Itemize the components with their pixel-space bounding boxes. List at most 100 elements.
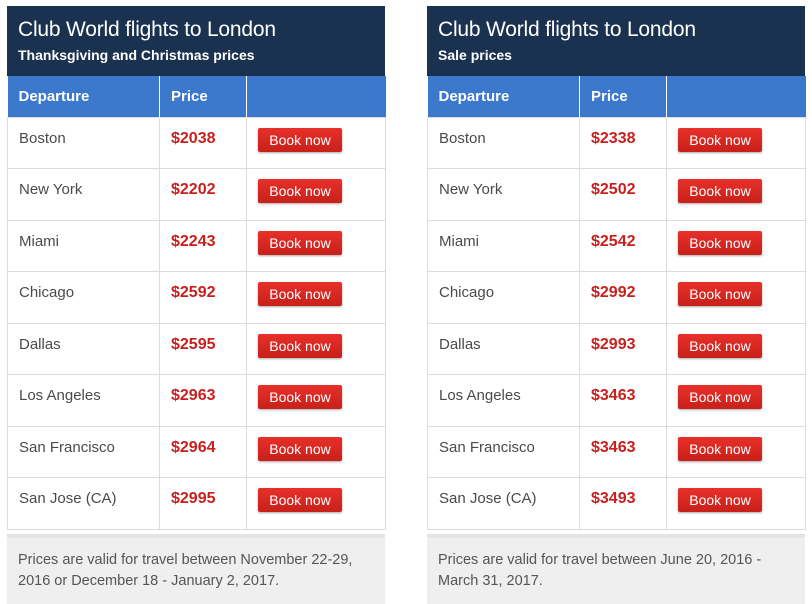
book-cell: Book now <box>666 322 806 375</box>
book-cell: Book now <box>246 168 386 221</box>
column-header-action <box>666 76 806 117</box>
departure-city: Los Angeles <box>427 374 580 427</box>
fare-table: Departure Price Boston $2338 Book now Ne… <box>427 76 806 530</box>
table-row: Los Angeles $2963 Book now <box>7 374 386 427</box>
panel-title: Club World flights to London <box>438 18 696 41</box>
departure-city: Dallas <box>427 322 580 375</box>
book-cell: Book now <box>246 374 386 427</box>
book-now-button[interactable]: Book now <box>678 436 762 461</box>
departure-city: New York <box>427 168 580 221</box>
book-cell: Book now <box>246 116 386 169</box>
panel-header: Club World flights to London Thanksgivin… <box>7 6 385 76</box>
departure-city: Boston <box>7 116 160 169</box>
book-cell: Book now <box>246 425 386 478</box>
departure-city: Chicago <box>7 271 160 324</box>
book-cell: Book now <box>666 374 806 427</box>
book-now-button[interactable]: Book now <box>678 488 762 512</box>
book-cell: Book now <box>666 168 806 221</box>
book-now-button[interactable]: Book now <box>258 179 342 203</box>
fare-price: $2502 <box>579 168 667 221</box>
book-cell: Book now <box>666 116 806 169</box>
fare-price: $2993 <box>579 322 667 375</box>
table-row: New York $2202 Book now <box>7 168 386 221</box>
column-header-price: Price <box>579 76 667 117</box>
departure-city: Chicago <box>427 271 580 324</box>
departure-city: New York <box>7 168 160 221</box>
departure-city: San Francisco <box>7 425 160 478</box>
column-header-departure: Departure <box>427 76 580 117</box>
book-cell: Book now <box>246 271 386 324</box>
table-row: San Francisco $2964 Book now <box>7 425 386 478</box>
book-cell: Book now <box>666 477 806 530</box>
book-now-button[interactable]: Book now <box>258 230 342 255</box>
book-cell: Book now <box>666 425 806 478</box>
book-now-button[interactable]: Book now <box>258 488 342 512</box>
table-row: Dallas $2595 Book now <box>7 322 386 375</box>
fare-price: $3463 <box>579 425 667 478</box>
fare-price: $2202 <box>159 168 247 221</box>
table-row: San Jose (CA) $3493 Book now <box>427 477 806 530</box>
fare-price: $2992 <box>579 271 667 324</box>
book-cell: Book now <box>246 322 386 375</box>
fare-price: $2038 <box>159 116 247 169</box>
book-now-button[interactable]: Book now <box>678 282 762 306</box>
fare-price: $2542 <box>579 219 667 272</box>
fare-panel-sale: Club World flights to London Sale prices… <box>427 6 806 604</box>
fare-price: $2592 <box>159 271 247 324</box>
fare-price: $2595 <box>159 322 247 375</box>
book-now-button[interactable]: Book now <box>678 230 762 255</box>
panel-title: Club World flights to London <box>18 18 276 41</box>
departure-city: Los Angeles <box>7 374 160 427</box>
fare-price: $2338 <box>579 116 667 169</box>
fare-price: $2243 <box>159 219 247 272</box>
fare-panel-thanksgiving-christmas: Club World flights to London Thanksgivin… <box>7 6 386 604</box>
book-now-button[interactable]: Book now <box>258 385 342 409</box>
table-row: Los Angeles $3463 Book now <box>427 374 806 427</box>
fare-price: $3463 <box>579 374 667 427</box>
column-header-action <box>246 76 386 117</box>
validity-note: Prices are valid for travel between June… <box>427 534 805 604</box>
book-now-button[interactable]: Book now <box>678 385 762 409</box>
table-row: Chicago $2992 Book now <box>427 271 806 324</box>
book-now-button[interactable]: Book now <box>258 436 342 461</box>
book-cell: Book now <box>246 219 386 272</box>
departure-city: San Francisco <box>427 425 580 478</box>
book-now-button[interactable]: Book now <box>678 333 762 358</box>
column-header-price: Price <box>159 76 247 117</box>
book-now-button[interactable]: Book now <box>258 333 342 358</box>
table-row: Boston $2038 Book now <box>7 116 386 169</box>
book-now-button[interactable]: Book now <box>258 282 342 306</box>
book-now-button[interactable]: Book now <box>678 179 762 203</box>
book-now-button[interactable]: Book now <box>258 127 342 152</box>
table-header-row: Departure Price <box>427 76 806 117</box>
departure-city: Boston <box>427 116 580 169</box>
table-row: Chicago $2592 Book now <box>7 271 386 324</box>
departure-city: Dallas <box>7 322 160 375</box>
panel-header: Club World flights to London Sale prices <box>427 6 805 76</box>
panel-subtitle: Sale prices <box>438 47 512 63</box>
fare-price: $3493 <box>579 477 667 530</box>
table-row: Miami $2243 Book now <box>7 219 386 272</box>
fare-price: $2995 <box>159 477 247 530</box>
book-cell: Book now <box>666 219 806 272</box>
fare-price: $2964 <box>159 425 247 478</box>
departure-city: San Jose (CA) <box>427 477 580 530</box>
table-row: Miami $2542 Book now <box>427 219 806 272</box>
table-row: Boston $2338 Book now <box>427 116 806 169</box>
validity-note: Prices are valid for travel between Nove… <box>7 534 385 604</box>
column-header-departure: Departure <box>7 76 160 117</box>
fare-price: $2963 <box>159 374 247 427</box>
table-row: San Jose (CA) $2995 Book now <box>7 477 386 530</box>
departure-city: Miami <box>427 219 580 272</box>
book-cell: Book now <box>666 271 806 324</box>
table-row: New York $2502 Book now <box>427 168 806 221</box>
fare-table: Departure Price Boston $2038 Book now Ne… <box>7 76 386 530</box>
book-cell: Book now <box>246 477 386 530</box>
departure-city: Miami <box>7 219 160 272</box>
table-row: Dallas $2993 Book now <box>427 322 806 375</box>
departure-city: San Jose (CA) <box>7 477 160 530</box>
book-now-button[interactable]: Book now <box>678 127 762 152</box>
panel-subtitle: Thanksgiving and Christmas prices <box>18 47 255 63</box>
table-header-row: Departure Price <box>7 76 386 117</box>
table-row: San Francisco $3463 Book now <box>427 425 806 478</box>
